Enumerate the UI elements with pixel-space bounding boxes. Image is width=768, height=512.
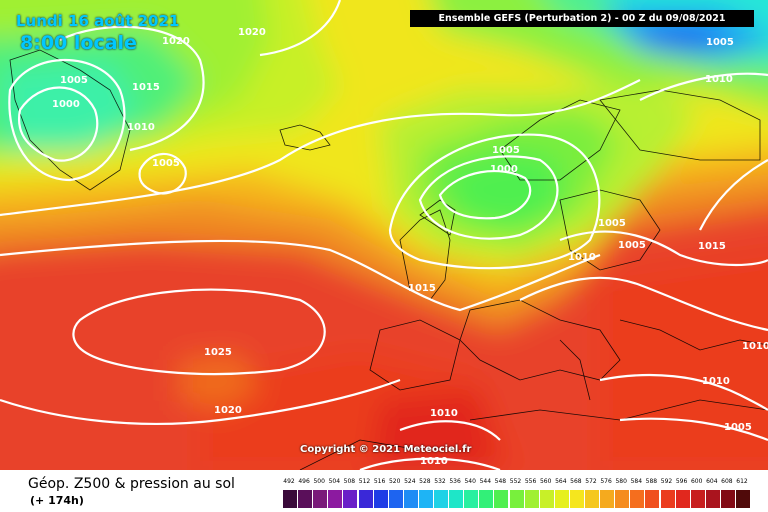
legend-swatch: [690, 490, 705, 508]
isobar-label: 1005: [492, 145, 520, 156]
legend-swatch: [645, 490, 660, 508]
isobar-label: 1020: [162, 36, 190, 47]
legend-swatch: [675, 490, 690, 508]
legend-tick-label: 532: [434, 478, 446, 485]
isobar-label: 1020: [214, 405, 242, 416]
legend-swatch: [600, 490, 615, 508]
legend-swatch: [479, 490, 494, 508]
legend-tick-label: 612: [736, 478, 748, 485]
isobar-label: 1010: [742, 341, 768, 352]
legend-swatch: [569, 490, 584, 508]
legend-tick-label: 576: [600, 478, 612, 485]
legend-tick-label: 608: [721, 478, 733, 485]
legend-tick-label: 512: [358, 478, 371, 485]
isobar-label: 1015: [698, 241, 726, 252]
isobar-label: 1010: [420, 456, 448, 467]
isobar-label: 1010: [568, 252, 596, 263]
isobar-label: 1005: [724, 422, 752, 433]
legend-tick-label: 504: [328, 478, 341, 485]
forecast-date: Lundi 16 août 2021: [16, 12, 180, 30]
legend-swatch: [358, 490, 373, 508]
legend-tick-label: 520: [388, 478, 401, 485]
legend-swatch: [343, 490, 358, 508]
legend-tick-label: 560: [539, 478, 552, 485]
legend-swatch: [388, 490, 403, 508]
color-legend: 492 496 500 504 508 512 516 520 524 528 532 536 540 5…: [283, 478, 753, 510]
isobar-label: 1005: [598, 218, 626, 229]
legend-tick-label: 496: [298, 478, 310, 485]
legend-swatch: [403, 490, 418, 508]
isobar-labels: 1020 1020 1005 1015 1000 1010 1005 1005 1010 1005…: [52, 27, 768, 467]
geopotential-map: 1020 1020 1005 1015 1000 1010 1005 1005 1010 1005…: [0, 0, 768, 470]
isobar-label: 1000: [52, 99, 80, 110]
legend-tick-label: 552: [509, 478, 522, 485]
legend-tick-label: 524: [404, 478, 416, 485]
legend-swatch: [660, 490, 675, 508]
legend-swatch: [524, 490, 539, 508]
legend-swatch: [494, 490, 509, 508]
isobar-label: 1025: [204, 347, 232, 358]
legend-swatch: [630, 490, 645, 508]
legend-tick-label: 572: [585, 478, 597, 485]
legend-swatch: [418, 490, 433, 508]
parameter-title: Géop. Z500 & pression au sol: [28, 476, 235, 492]
legend-tick-label: 536: [449, 478, 461, 485]
legend-tick-label: 596: [675, 478, 688, 485]
legend-swatch: [720, 490, 735, 508]
legend-tick-label: 528: [419, 478, 431, 485]
isobar-label: 1010: [430, 408, 458, 419]
legend-swatch: [509, 490, 524, 508]
legend-swatch: [554, 490, 569, 508]
isobar-label: 1005: [618, 240, 646, 251]
model-info-banner: Ensemble GEFS (Perturbation 2) - 00 Z du…: [410, 10, 754, 27]
isobar-label: 1010: [127, 122, 155, 133]
legend-tick-label: 516: [373, 478, 386, 485]
copyright-notice: Copyright © 2021 Meteociel.fr: [300, 444, 472, 455]
forecast-time: 8:00 locale: [20, 32, 137, 54]
isobar-label: 1015: [132, 82, 160, 93]
legend-tick-label: 588: [645, 478, 658, 485]
legend-tick-label: 564: [555, 478, 567, 485]
legend-tick-label: 580: [615, 478, 627, 485]
legend-tick-label: 540: [464, 478, 476, 485]
map-footer: Géop. Z500 & pression au sol (+ 174h) 49…: [0, 470, 768, 512]
lead-time: (+ 174h): [30, 494, 84, 507]
legend-swatch: [313, 490, 328, 508]
isobar-label: 1010: [702, 376, 730, 387]
isobar-label: 1000: [490, 164, 518, 175]
isobars: [0, 0, 768, 470]
legend-tick-label: 508: [343, 478, 356, 485]
legend-swatch: [449, 490, 464, 508]
legend-tick-label: 548: [494, 478, 507, 485]
isobar-label: 1005: [706, 37, 734, 48]
legend-swatch: [298, 490, 313, 508]
legend-tick-label: 592: [660, 478, 673, 485]
legend-tick-label: 600: [690, 478, 703, 485]
legend-tick-label: 556: [524, 478, 537, 485]
legend-tick-label: 544: [479, 478, 492, 485]
color-field: [0, 0, 768, 470]
legend-swatch: [705, 490, 720, 508]
legend-swatch: [328, 490, 343, 508]
legend-swatch: [283, 490, 298, 508]
legend-tick-label: 568: [570, 478, 582, 485]
legend-tick-label: 492: [283, 478, 295, 485]
isobar-label: 1005: [60, 75, 88, 86]
isobar-label: 1010: [705, 74, 733, 85]
isobar-label: 1020: [238, 27, 266, 38]
legend-swatch: [539, 490, 554, 508]
isobar-label: 1015: [408, 283, 436, 294]
legend-swatch: [615, 490, 630, 508]
legend-swatch: [434, 490, 449, 508]
legend-tick-label: 584: [630, 478, 643, 485]
legend-swatch: [373, 490, 388, 508]
legend-swatch: [464, 490, 479, 508]
legend-tick-label: 500: [313, 478, 325, 485]
isobar-label: 1005: [152, 158, 180, 169]
legend-swatch: [736, 490, 751, 508]
legend-swatch: [585, 490, 600, 508]
legend-tick-label: 604: [706, 478, 718, 485]
